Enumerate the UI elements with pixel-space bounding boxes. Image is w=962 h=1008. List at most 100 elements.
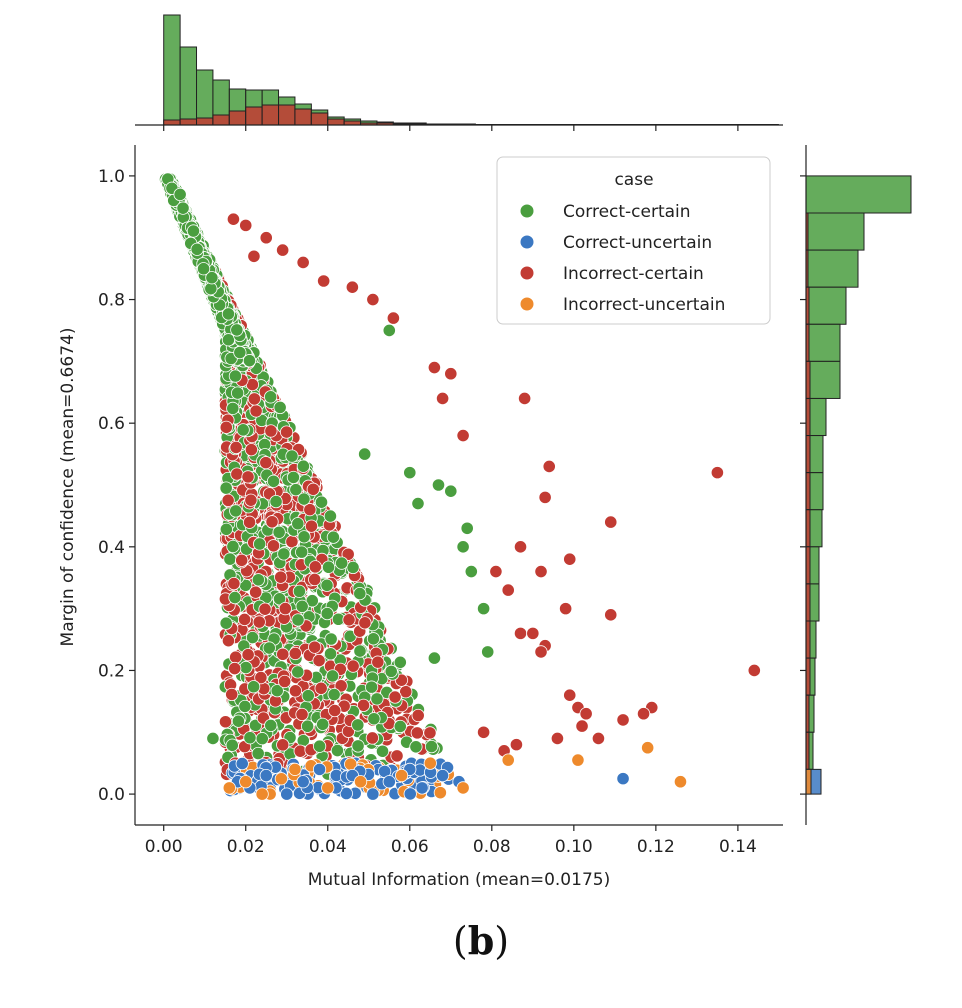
point-incorrect-certain <box>229 650 243 664</box>
point-incorrect-uncertain <box>571 753 585 767</box>
point-correct-certain <box>296 459 311 473</box>
point-incorrect-certain <box>221 634 236 648</box>
point-correct-certain <box>477 602 491 616</box>
point-incorrect-certain <box>509 738 524 752</box>
point-incorrect-certain <box>266 539 281 553</box>
point-incorrect-certain <box>477 725 491 739</box>
point-correct-certain <box>327 687 341 702</box>
point-incorrect-certain <box>247 392 262 406</box>
point-correct-certain <box>300 719 315 733</box>
caption-close-paren: ) <box>494 919 510 963</box>
point-incorrect-certain <box>559 602 573 616</box>
y-tick-label: 1.0 <box>98 167 125 187</box>
point-correct-certain <box>375 744 390 758</box>
point-correct-certain <box>384 664 398 678</box>
right-hist-bar <box>805 323 841 362</box>
top-hist-bar <box>196 69 214 126</box>
point-incorrect-certain <box>239 218 253 232</box>
point-incorrect-certain <box>221 493 235 507</box>
point-incorrect-certain <box>276 243 290 257</box>
point-incorrect-certain <box>230 467 244 481</box>
point-correct-certain <box>464 564 478 579</box>
legend: case Correct-certain Correct-uncertain I… <box>496 156 771 325</box>
point-correct-certain <box>251 746 265 761</box>
point-incorrect-certain <box>288 646 302 661</box>
point-correct-certain <box>204 282 218 296</box>
y-tick-label: 0.2 <box>98 661 125 681</box>
top-hist-bar-incorrect <box>196 117 214 126</box>
point-incorrect-certain <box>358 616 372 630</box>
point-correct-certain <box>301 689 315 703</box>
point-correct-certain <box>316 717 330 731</box>
legend-entry-incorrect-certain: Incorrect-certain <box>563 264 704 284</box>
point-correct-certain <box>297 492 311 506</box>
point-incorrect-certain <box>579 707 593 721</box>
point-incorrect-certain <box>513 626 528 640</box>
x-tick-label: 0.14 <box>719 837 757 857</box>
point-incorrect-certain <box>304 519 319 533</box>
point-correct-certain <box>243 731 257 745</box>
point-correct-certain <box>330 743 345 758</box>
top-hist-bar-incorrect <box>228 110 247 126</box>
point-incorrect-certain <box>244 443 259 457</box>
point-incorrect-certain <box>244 493 258 507</box>
point-incorrect-certain <box>563 688 577 702</box>
point-incorrect-certain <box>288 684 303 698</box>
point-incorrect-certain <box>295 707 309 722</box>
x-tick-label: 0.06 <box>391 837 429 857</box>
point-incorrect-uncertain <box>255 787 269 801</box>
point-correct-certain <box>364 680 379 694</box>
point-correct-certain <box>409 740 423 754</box>
point-correct-certain <box>411 496 425 511</box>
legend-entry-correct-uncertain: Correct-uncertain <box>563 233 712 253</box>
point-incorrect-certain <box>235 553 249 567</box>
point-incorrect-uncertain <box>456 781 470 795</box>
point-incorrect-certain <box>247 249 261 263</box>
point-correct-uncertain <box>312 762 327 776</box>
point-incorrect-certain <box>276 738 290 752</box>
point-incorrect-certain <box>616 713 630 727</box>
point-incorrect-certain <box>264 424 278 438</box>
point-incorrect-uncertain <box>673 775 688 789</box>
point-incorrect-certain <box>278 674 292 689</box>
x-tick-label: 0.00 <box>145 837 183 857</box>
point-correct-certain <box>403 466 417 480</box>
scatter-points <box>158 172 761 801</box>
point-incorrect-certain <box>550 731 565 746</box>
point-incorrect-certain <box>252 615 266 629</box>
point-incorrect-certain <box>328 703 342 718</box>
point-correct-certain <box>335 556 349 570</box>
point-correct-certain <box>229 504 243 518</box>
point-correct-certain <box>323 509 338 523</box>
point-incorrect-certain <box>411 708 425 723</box>
point-incorrect-certain <box>747 663 761 678</box>
point-incorrect-certain <box>278 601 292 616</box>
point-incorrect-certain <box>259 231 273 245</box>
point-correct-uncertain <box>382 775 396 789</box>
point-incorrect-uncertain <box>394 768 409 783</box>
point-correct-certain <box>255 732 269 746</box>
caption-letter: b <box>467 918 495 963</box>
point-correct-certain <box>353 644 367 658</box>
point-correct-certain <box>323 647 338 661</box>
y-tick-label: 0.8 <box>98 291 125 311</box>
point-incorrect-certain <box>346 659 360 673</box>
point-incorrect-certain <box>276 647 290 661</box>
point-correct-certain <box>219 616 233 630</box>
legend-title: case <box>614 170 653 190</box>
x-tick-label: 0.08 <box>473 837 511 857</box>
point-incorrect-uncertain <box>288 762 302 776</box>
point-correct-uncertain <box>366 787 380 801</box>
x-tick-label: 0.04 <box>309 837 347 857</box>
point-incorrect-certain <box>306 482 320 496</box>
point-correct-certain <box>264 718 278 733</box>
point-correct-uncertain <box>403 787 417 801</box>
legend-marker-incorrect-certain <box>519 265 535 281</box>
legend-entry-correct-certain: Correct-certain <box>563 202 691 222</box>
point-incorrect-certain <box>225 687 239 702</box>
point-correct-certain <box>444 484 458 498</box>
point-incorrect-certain <box>308 560 322 574</box>
point-correct-uncertain <box>415 781 429 795</box>
point-correct-certain <box>292 584 306 598</box>
